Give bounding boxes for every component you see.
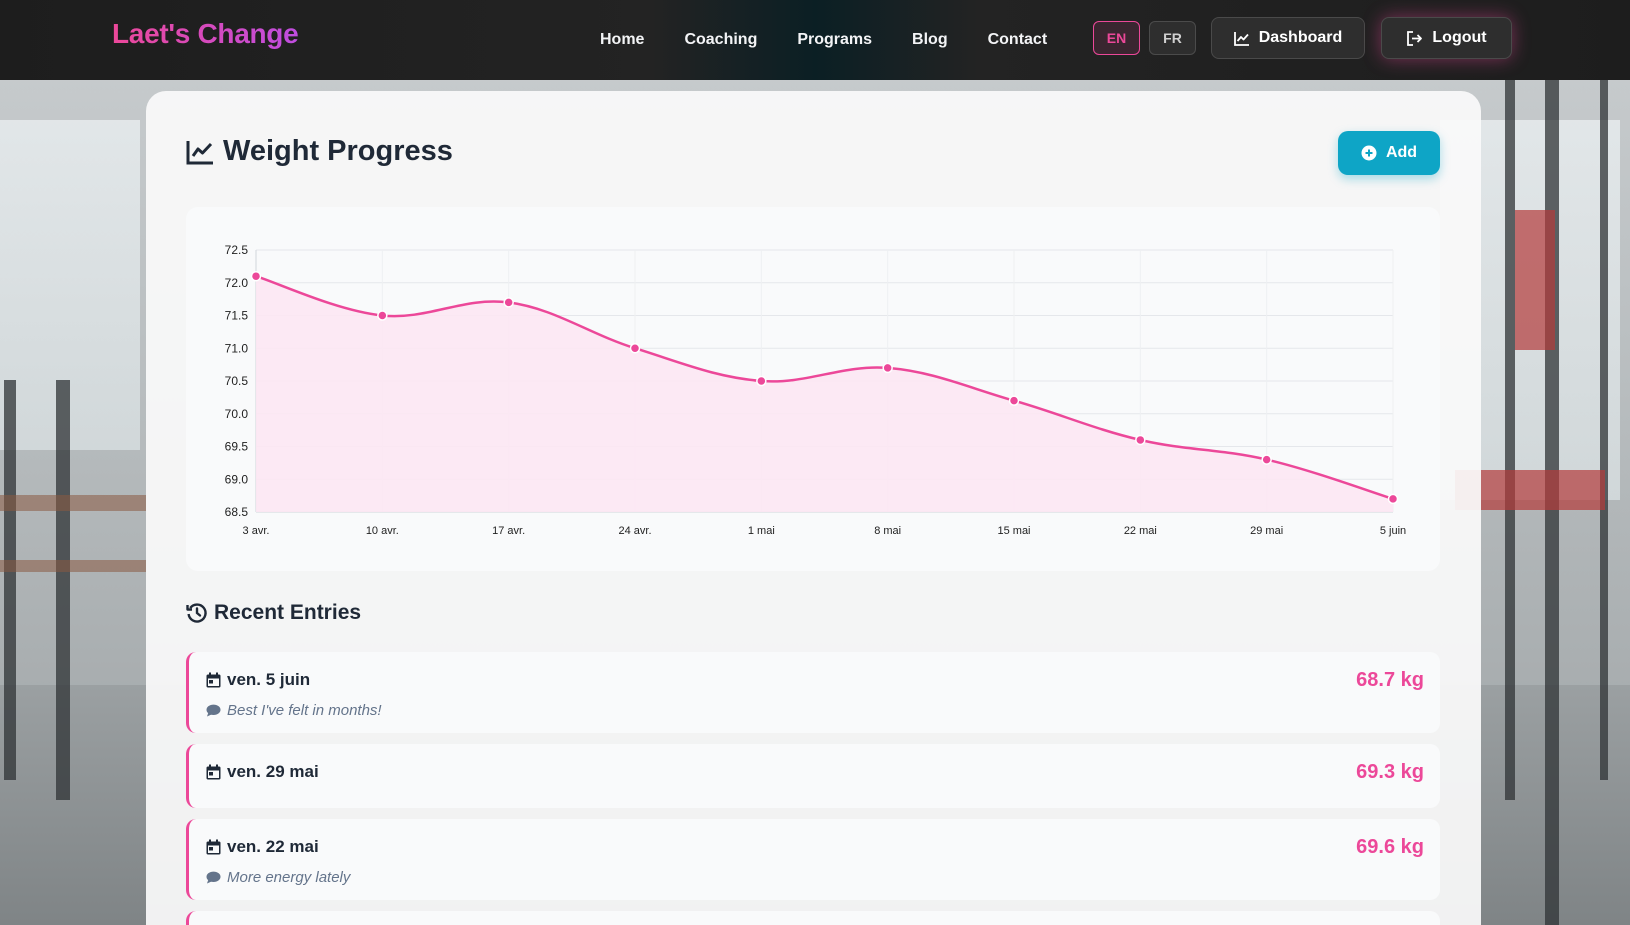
weight-progress-card: Weight Progress Add 72.5 72.0 71.5 71.0 70.5… — [146, 91, 1481, 925]
entry-item[interactable]: ven. 5 juin 68.7 kg Best I've felt in mo… — [186, 652, 1440, 733]
page-title: Weight Progress — [223, 135, 453, 167]
y-tick-label: 72.5 — [225, 243, 249, 257]
entry-date: ven. 5 juin — [206, 670, 310, 690]
calendar-icon — [206, 839, 221, 855]
dashboard-label: Dashboard — [1258, 29, 1343, 46]
weight-chart-svg: 72.5 72.0 71.5 71.0 70.5 70.0 69.5 69.0 68.5 3 av… — [225, 243, 1407, 537]
y-tick-label: 69.5 — [225, 440, 249, 454]
data-point — [1261, 454, 1272, 465]
entry-weight: 69.3 kg — [1356, 761, 1424, 783]
entry-weight: 68.7 kg — [1356, 669, 1424, 691]
lang-en-button[interactable]: EN — [1093, 21, 1140, 55]
entries-list: ven. 5 juin 68.7 kg Best I've felt in mo… — [186, 652, 1440, 925]
data-point — [250, 270, 262, 282]
y-tick-label: 70.0 — [225, 407, 249, 421]
entry-note: Best I've felt in months! — [206, 702, 382, 719]
series-area — [256, 276, 1393, 512]
chart-line-icon — [1233, 31, 1250, 46]
entry-date-text: ven. 5 juin — [227, 670, 311, 689]
entry-note: More energy lately — [206, 869, 350, 886]
entry-date: ven. 22 mai — [206, 837, 319, 857]
page-header: Weight Progress — [186, 135, 453, 168]
entry-item[interactable]: ven. 29 mai 69.3 kg — [186, 744, 1440, 808]
recent-entries-header: Recent Entries — [186, 601, 361, 625]
y-tick-label: 70.5 — [225, 374, 249, 388]
x-tick-label: 8 mai — [874, 525, 901, 537]
x-tick-label: 17 avr. — [492, 525, 525, 537]
data-point — [1387, 493, 1399, 505]
x-tick-label: 1 mai — [748, 525, 775, 537]
y-tick-label: 68.5 — [225, 505, 249, 519]
comment-icon — [206, 871, 221, 884]
logout-button[interactable]: Logout — [1381, 17, 1512, 59]
entry-date-text: ven. 29 mai — [227, 762, 319, 781]
data-point — [629, 343, 641, 354]
brand-logo[interactable]: Laet's Change — [112, 18, 299, 49]
nav-links: Home Coaching Programs Blog Contact — [600, 0, 1087, 80]
entry-item[interactable] — [186, 911, 1440, 925]
x-tick-label: 24 avr. — [618, 525, 651, 537]
recent-entries-title: Recent Entries — [214, 601, 362, 624]
add-label: Add — [1385, 144, 1418, 161]
x-tick-label: 15 mai — [997, 525, 1030, 537]
data-point — [1135, 434, 1146, 446]
nav-link-blog[interactable]: Blog — [912, 31, 948, 48]
entry-weight: 69.6 kg — [1356, 836, 1424, 858]
x-tick-label: 5 juin — [1380, 525, 1406, 537]
weight-chart: 72.5 72.0 71.5 71.0 70.5 70.0 69.5 69.0 68.5 3 av… — [186, 207, 1440, 571]
add-entry-button[interactable]: Add — [1338, 131, 1440, 175]
chart-line-icon — [186, 139, 215, 165]
entry-date-text: ven. 22 mai — [227, 837, 319, 856]
sign-out-icon — [1406, 30, 1423, 46]
nav-link-home[interactable]: Home — [600, 31, 645, 48]
y-tick-label: 71.0 — [225, 341, 249, 355]
data-point — [882, 362, 893, 374]
calendar-icon — [206, 764, 221, 780]
x-tick-label: 10 avr. — [366, 525, 399, 537]
y-tick-label: 72.0 — [225, 276, 249, 290]
data-point — [1008, 395, 1020, 406]
nav-link-programs[interactable]: Programs — [797, 31, 873, 48]
data-point — [503, 297, 514, 308]
series-line — [255, 275, 1394, 501]
data-point — [756, 375, 767, 387]
comment-icon — [206, 704, 221, 717]
logout-label: Logout — [1432, 29, 1487, 46]
dashboard-button[interactable]: Dashboard — [1211, 17, 1365, 59]
x-tick-label: 3 avr. — [243, 525, 270, 537]
nav-link-coaching[interactable]: Coaching — [684, 31, 758, 48]
lang-fr-button[interactable]: FR — [1149, 21, 1196, 55]
x-tick-label: 22 mai — [1124, 525, 1157, 537]
navbar: Laet's Change Home Coaching Programs Blo… — [0, 0, 1630, 80]
data-point — [377, 310, 388, 321]
calendar-icon — [206, 672, 221, 688]
plus-circle-icon — [1361, 145, 1377, 161]
y-tick-label: 69.0 — [225, 472, 249, 486]
entry-date: ven. 29 mai — [206, 762, 319, 782]
entry-item[interactable]: ven. 22 mai 69.6 kg More energy lately — [186, 819, 1440, 900]
history-icon — [186, 602, 208, 624]
entry-note-text: Best I've felt in months! — [227, 702, 382, 719]
entry-note-text: More energy lately — [227, 869, 351, 886]
x-tick-label: 29 mai — [1250, 525, 1283, 537]
nav-link-contact[interactable]: Contact — [987, 31, 1048, 48]
y-tick-label: 71.5 — [225, 309, 249, 323]
